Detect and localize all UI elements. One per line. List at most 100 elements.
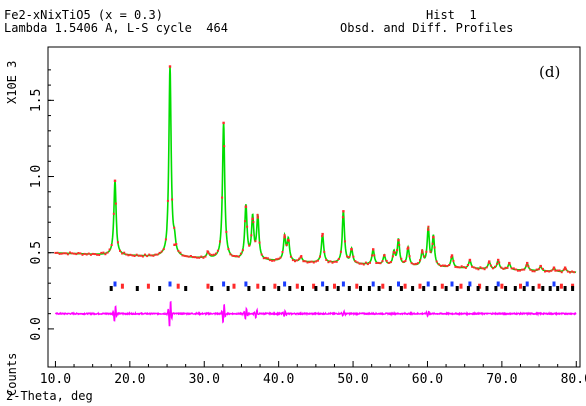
reflection-tick — [109, 286, 113, 291]
observed-point — [556, 269, 559, 272]
observed-point — [498, 261, 501, 264]
observed-point — [554, 269, 557, 272]
observed-point — [241, 249, 244, 252]
observed-point — [366, 263, 369, 266]
observed-point — [273, 259, 276, 262]
observed-point — [416, 262, 419, 265]
observed-point — [235, 255, 238, 258]
observed-point — [346, 255, 349, 258]
observed-points — [54, 65, 576, 274]
observed-point — [358, 262, 361, 265]
observed-point — [331, 261, 334, 264]
observed-point — [277, 257, 280, 260]
observed-point — [110, 244, 113, 246]
observed-point — [66, 253, 69, 256]
observed-point — [148, 253, 151, 256]
observed-point — [291, 259, 294, 262]
observed-point — [444, 264, 446, 267]
reflection-tick — [146, 283, 150, 289]
reflection-tick — [455, 286, 459, 291]
observed-point — [152, 254, 155, 257]
observed-point — [314, 260, 317, 263]
observed-point — [369, 261, 371, 264]
observed-point — [283, 234, 286, 237]
observed-point — [237, 255, 240, 258]
y-tick-label: 1.0 — [29, 165, 44, 188]
observed-point — [562, 268, 565, 271]
reflection-tick — [522, 286, 526, 291]
observed-point — [225, 230, 228, 233]
observed-peak-point — [421, 251, 424, 254]
observed-point — [325, 259, 328, 261]
observed-point — [516, 269, 519, 272]
observed-point — [89, 253, 92, 256]
observed-point — [123, 251, 126, 254]
observed-point — [116, 241, 119, 244]
observed-point — [256, 213, 259, 216]
reflection-markers — [109, 281, 575, 291]
x-tick-label: 60.0 — [412, 372, 443, 387]
observed-point — [56, 251, 59, 254]
observed-point — [146, 255, 149, 258]
observed-point — [504, 266, 507, 269]
observed-point — [316, 259, 319, 262]
observed-point — [79, 252, 82, 255]
observed-point — [450, 256, 453, 259]
reflection-tick — [494, 286, 498, 291]
observed-peak-point — [222, 121, 225, 125]
observed-point — [475, 267, 478, 270]
reflection-tick — [314, 286, 318, 291]
observed-point — [421, 249, 424, 252]
observed-peak-point — [563, 266, 567, 269]
observed-point — [548, 270, 551, 273]
reflection-tick — [513, 286, 517, 291]
observed-point — [281, 251, 284, 253]
observed-point — [77, 252, 80, 254]
reflection-tick — [371, 281, 375, 287]
observed-point — [141, 255, 144, 258]
reflection-tick — [552, 281, 556, 287]
observed-point — [296, 259, 299, 262]
observed-point — [348, 256, 351, 258]
observed-peak-point — [497, 258, 500, 262]
observed-point — [262, 257, 265, 260]
observed-point — [337, 258, 340, 260]
reflection-tick — [113, 281, 117, 287]
observed-point — [244, 220, 246, 223]
reflection-tick — [168, 281, 172, 287]
reflection-tick — [411, 286, 415, 291]
observed-point — [64, 252, 67, 255]
reflection-tick — [444, 286, 448, 291]
observed-peak-point — [321, 232, 324, 236]
observed-point — [487, 261, 490, 264]
observed-point — [362, 263, 365, 266]
reflection-tick — [206, 283, 210, 289]
observed-peak-point — [256, 216, 259, 219]
observed-point — [194, 256, 196, 259]
observed-point — [373, 254, 376, 257]
observed-peak-point — [539, 264, 542, 268]
reflection-tick — [283, 281, 287, 287]
observed-point — [402, 260, 405, 263]
observed-point — [179, 251, 182, 254]
observed-point — [254, 240, 257, 243]
observed-point — [323, 250, 326, 253]
observed-point — [171, 198, 174, 201]
observed-point — [227, 248, 230, 251]
observed-point — [135, 253, 138, 256]
observed-point — [546, 270, 549, 273]
x-axis-label: 2-Theta, deg — [6, 389, 93, 403]
profile-subtitle: Obsd. and Diff. Profiles — [340, 21, 514, 35]
reflection-tick — [559, 283, 563, 289]
title-line-1: Fe2-xNixTiO5 (x = 0.3) — [4, 8, 163, 22]
observed-peak-point — [287, 239, 290, 242]
observed-point — [181, 254, 184, 257]
observed-point — [269, 259, 271, 262]
observed-peak-point — [427, 228, 430, 231]
observed-point — [473, 266, 476, 269]
observed-point — [477, 268, 480, 271]
observed-point — [177, 249, 180, 252]
reflection-tick — [325, 286, 329, 291]
observed-point — [260, 253, 263, 256]
observed-point — [200, 255, 203, 258]
